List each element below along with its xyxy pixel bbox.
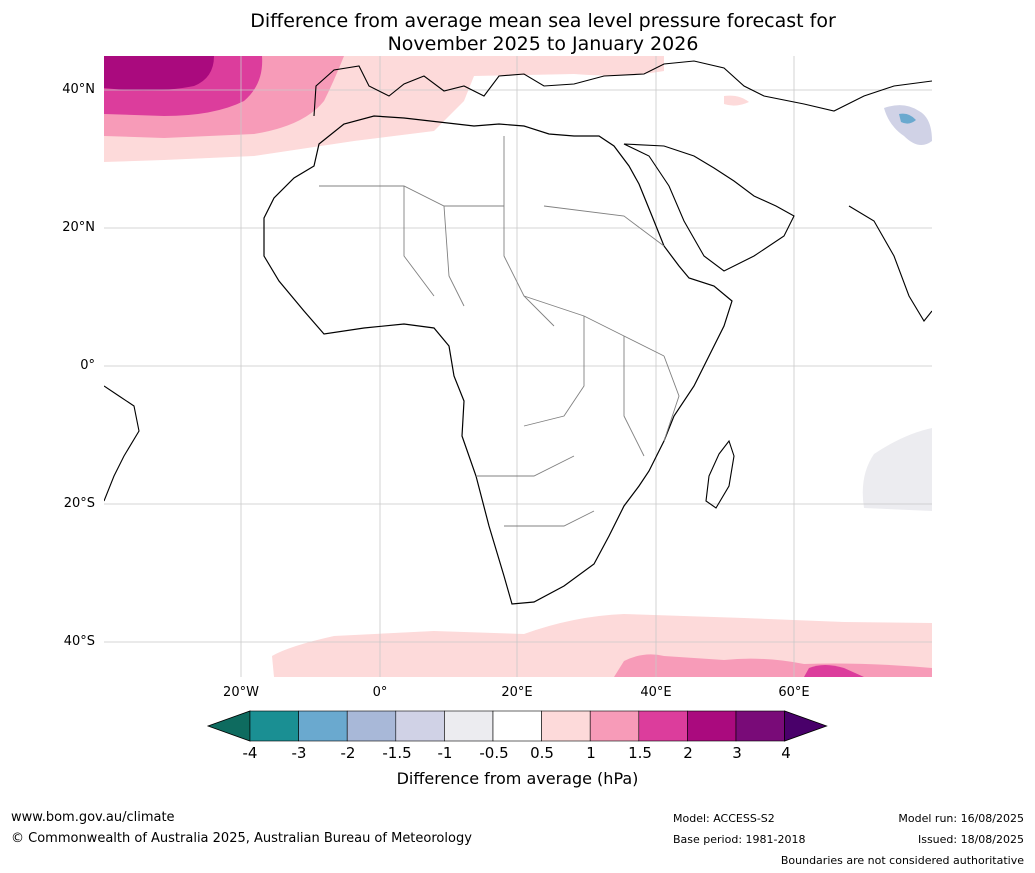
- colorbar-segment: [249, 710, 299, 742]
- europe-coastline: [313, 60, 932, 117]
- colorbar: [206, 710, 828, 742]
- lat-label-40n: 40°N: [62, 82, 95, 97]
- colorbar-extend-low: [206, 710, 251, 742]
- lon-label-60e: 60°E: [778, 685, 810, 700]
- footer-model-run: Model run: 16/08/2025: [898, 812, 1024, 825]
- lon-label-20e: 20°E: [501, 685, 533, 700]
- anomaly-area-0.5-asia: [724, 95, 749, 106]
- anomaly-area-neg2-asia: [899, 113, 916, 124]
- colorbar-label: Difference from average (hPa): [396, 769, 639, 788]
- colorbar-tick: -1: [437, 744, 453, 762]
- anomaly-area-1-south: [614, 654, 932, 677]
- arabia-coastline: [623, 143, 795, 272]
- footer-issued: Issued: 18/08/2025: [917, 833, 1024, 846]
- graticule: [104, 56, 932, 677]
- map-title: Difference from average mean sea level p…: [0, 10, 1035, 56]
- colorbar-segment: [638, 710, 688, 742]
- colorbar-tick: -1.5: [382, 744, 412, 762]
- colorbar-tick: -4: [242, 744, 258, 762]
- colorbar-segment: [444, 710, 494, 742]
- colorbar-tick: -3: [291, 744, 307, 762]
- anomaly-area-2-north: [104, 56, 214, 91]
- colorbar-segment: [298, 710, 348, 742]
- colorbar-segment: [346, 710, 397, 742]
- lat-label-20n: 20°N: [62, 220, 95, 235]
- colorbar-tick: 3: [732, 744, 742, 762]
- colorbar-tick: 4: [781, 744, 791, 762]
- colorbar-tick: -0.5: [479, 744, 509, 762]
- lat-label-40s: 40°S: [63, 634, 95, 649]
- colorbar-segment: [589, 710, 640, 742]
- colorbar-segment: [687, 710, 737, 742]
- footer-website[interactable]: www.bom.gov.au/climate: [11, 810, 175, 825]
- map-title-line-2: November 2025 to January 2026: [387, 33, 699, 55]
- pressure-anomaly-map: [104, 56, 932, 677]
- lat-label-20s: 20°S: [63, 496, 95, 511]
- lon-label-40e: 40°E: [640, 685, 672, 700]
- colorbar-extend-high: [784, 710, 828, 742]
- colorbar-tick: 2: [683, 744, 693, 762]
- anomaly-area-neg-asia: [884, 105, 932, 145]
- footer-copyright: © Commonwealth of Australia 2025, Austra…: [11, 831, 472, 846]
- colorbar-segment: [395, 710, 445, 742]
- anomaly-area-neg-indian-ocean: [862, 428, 932, 511]
- lon-label-20w: 20°W: [223, 685, 259, 700]
- map-title-line-1: Difference from average mean sea level p…: [250, 10, 836, 32]
- colorbar-tick: 1.5: [628, 744, 652, 762]
- colorbar-tick: 0.5: [530, 744, 554, 762]
- india-coastline: [848, 205, 932, 322]
- map-frame: [104, 56, 932, 677]
- footer-model: Model: ACCESS-S2: [673, 812, 775, 825]
- colorbar-segment: [492, 710, 542, 742]
- colorbar-tick: 1: [586, 744, 596, 762]
- lat-label-0: 0°: [80, 358, 95, 373]
- footer-base-period: Base period: 1981-2018: [673, 833, 806, 846]
- colorbar-segment: [541, 710, 591, 742]
- colorbar-tick: -2: [340, 744, 356, 762]
- africa-coastline: [263, 115, 733, 605]
- madagascar-coastline: [705, 439, 735, 509]
- footer-disclaimer: Boundaries are not considered authoritat…: [780, 854, 1024, 867]
- country-borders: [319, 136, 680, 527]
- lon-label-0: 0°: [372, 685, 388, 700]
- south-america-coastline: [104, 385, 140, 502]
- colorbar-segment: [735, 710, 785, 742]
- anomaly-area-1.5-south: [804, 665, 864, 677]
